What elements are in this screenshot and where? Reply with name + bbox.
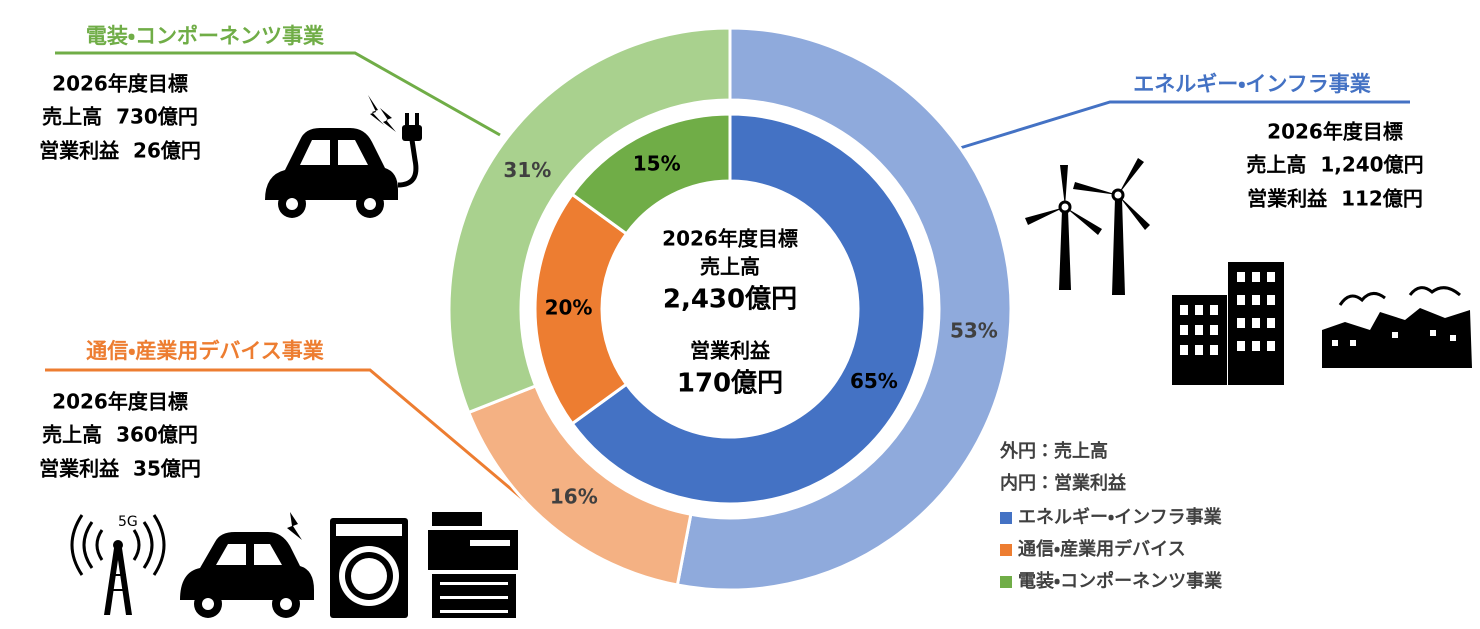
segment-sales: 売上高 360億円 (42, 423, 198, 447)
leader-lines (45, 51, 1410, 507)
donut-segment (447, 26, 732, 415)
segment-title: 電装・コンポーネンツ事業 (86, 24, 325, 48)
legend-swatch (1000, 544, 1012, 556)
rings (447, 26, 1013, 592)
data-label: 20% (545, 296, 593, 320)
segment-profit: 営業利益 26億円 (39, 139, 201, 163)
legend-swatch (1000, 512, 1012, 524)
labels: 53%16%31%65%20%15%2026年度目標売上高2,430億円営業利益… (39, 24, 1423, 592)
center-label: 2026年度目標 (662, 227, 798, 251)
leader-line (55, 51, 501, 137)
legend-label: 電装・コンポーネンツ事業 (1018, 570, 1223, 592)
car-icon (180, 512, 314, 618)
data-label: 65% (850, 369, 898, 393)
wind-turbine-icon (1025, 158, 1150, 295)
center-label: 2,430億円 (663, 285, 797, 315)
building-icon (1172, 262, 1284, 385)
leader-line (959, 100, 1410, 150)
legend-swatch (1000, 576, 1012, 588)
segment-profit: 営業利益 112億円 (1247, 187, 1423, 211)
legend-label: 通信・産業用デバイス (1018, 538, 1186, 560)
washer-icon (330, 518, 408, 618)
data-label: 53% (950, 319, 998, 343)
segment-sales: 売上高 1,240億円 (1246, 153, 1423, 177)
segment-target: 2026年度目標 (1267, 120, 1403, 144)
segment-title: 通信・産業用デバイス事業 (86, 339, 325, 363)
segment-profit: 営業利益 35億円 (39, 457, 201, 481)
data-label: 15% (633, 152, 681, 176)
legend-series: 外円：売上高 (999, 440, 1108, 462)
svg-text:5G: 5G (118, 514, 138, 530)
printer-icon (428, 512, 518, 618)
donut-segment (675, 26, 1013, 592)
legend-series: 内円：営業利益 (1000, 472, 1127, 494)
center-label: 170億円 (677, 369, 783, 399)
donut-segment (570, 112, 732, 236)
segment-title: エネルギー・インフラ事業 (1133, 72, 1372, 96)
data-label: 16% (550, 484, 598, 508)
icons: 5G (70, 95, 1472, 618)
segment-target: 2026年度目標 (52, 390, 188, 414)
tower-icon: 5G (70, 514, 166, 615)
segment-sales: 売上高 730億円 (42, 105, 198, 129)
donut-segment (570, 112, 927, 506)
data-label: 31% (503, 158, 551, 182)
segment-target: 2026年度目標 (52, 72, 188, 96)
factory-icon (1322, 286, 1472, 368)
center-label: 営業利益 (690, 339, 771, 363)
legend-label: エネルギー・インフラ事業 (1018, 506, 1223, 528)
leader-line (45, 368, 531, 507)
center-label: 売上高 (700, 255, 760, 279)
ev-car-icon (265, 95, 422, 218)
